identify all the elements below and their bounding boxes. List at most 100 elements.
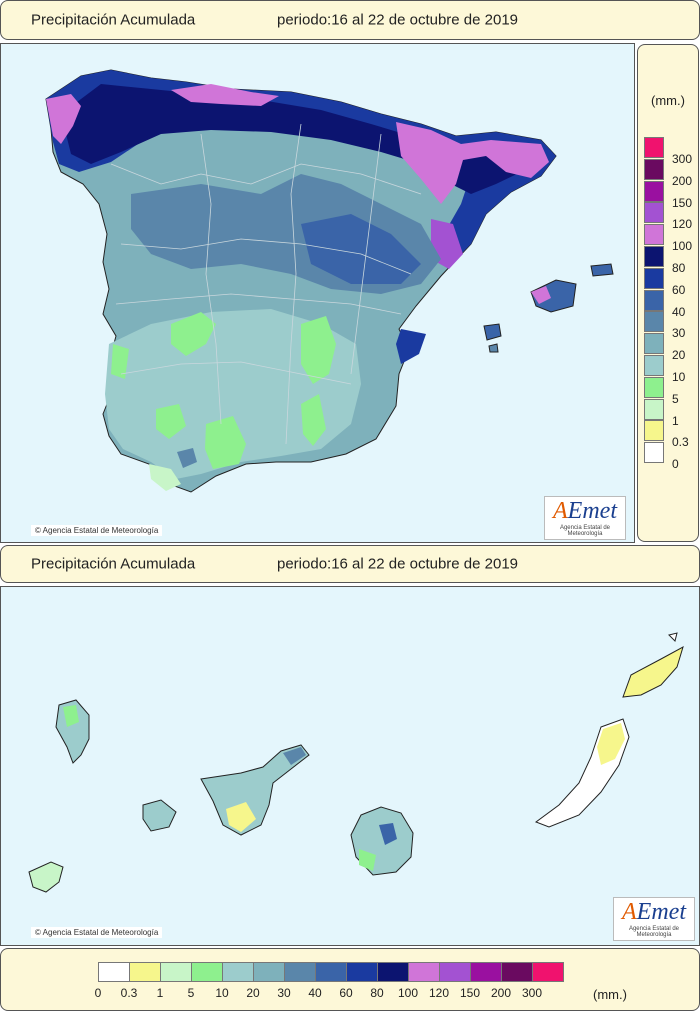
canary-islands-map: © Agencia Estatal de Meteorología AEmet … — [0, 586, 700, 946]
legend-label: 120 — [672, 217, 693, 232]
aemet-logo-mark: AEmet — [553, 498, 617, 524]
agency-credit: © Agencia Estatal de Meteorología — [31, 525, 163, 536]
interior-blue-2 — [301, 214, 421, 284]
vertical-legend: (mm.) 300 200 150 120 100 80 60 40 30 20 10 5 1 0.3 0 — [637, 44, 699, 542]
legend-label: 1 — [156, 986, 164, 1000]
fuerteventura-yellow — [597, 723, 625, 765]
agency-credit: © Agencia Estatal de Meteorología — [31, 927, 163, 938]
legend-label: 0.3 — [120, 986, 138, 1000]
legend-swatch — [532, 962, 564, 982]
legend-label: 80 — [370, 986, 384, 1000]
legend-swatch — [284, 962, 316, 982]
legend-label: 0 — [94, 986, 102, 1000]
aemet-logo-mark: AEmet — [622, 899, 686, 925]
legend-label: 5 — [187, 986, 195, 1000]
south-dark-spot — [177, 448, 197, 468]
legend-swatch — [129, 962, 161, 982]
legend-swatch — [346, 962, 378, 982]
province-boundaries — [110, 123, 422, 445]
legend-label: 80 — [672, 261, 686, 275]
legend-swatch — [644, 158, 664, 180]
legend-label: 40 — [672, 304, 686, 319]
legend-swatch — [644, 442, 664, 464]
green-patch-3 — [111, 344, 129, 379]
legend-label: 0 — [672, 457, 679, 472]
legend-label: 0.3 — [672, 435, 689, 450]
map-title: Precipitación Acumulada — [31, 555, 196, 573]
la-palma-island — [55, 699, 90, 764]
green-patch-7 — [149, 464, 181, 491]
legend-label: 200 — [672, 173, 693, 188]
legend-swatch — [644, 311, 664, 333]
formentera-island — [488, 343, 499, 353]
green-patch-5 — [205, 416, 246, 469]
tenerife-yellow — [226, 802, 256, 832]
legend-swatch — [644, 180, 664, 202]
menorca-island — [590, 263, 614, 277]
peninsula-map-svg — [45, 69, 614, 493]
el-hierro-island — [28, 861, 64, 893]
valencia-blue — [396, 329, 426, 364]
legend-label: 30 — [672, 326, 686, 341]
legend-swatch — [315, 962, 347, 982]
legend-label: 120 — [428, 986, 450, 1000]
legend-swatch — [644, 420, 664, 442]
legend-label: 300 — [521, 986, 543, 1000]
period-label: periodo:16 al 22 de octubre de 2019 — [277, 11, 519, 29]
legend-label: 30 — [277, 986, 291, 1000]
legend-swatch — [644, 355, 664, 376]
legend-label: 1 — [672, 413, 679, 428]
legend-label: 60 — [339, 986, 353, 1000]
mallorca-magenta — [531, 286, 551, 304]
tenerife-blue — [283, 747, 306, 765]
legend-swatch — [644, 398, 664, 420]
cantabria-magenta — [171, 84, 279, 106]
legend-swatch — [501, 962, 533, 982]
header-mid: Precipitación Acumulada periodo:16 al 22… — [0, 545, 700, 583]
green-patch-6 — [156, 404, 186, 439]
aemet-logo: AEmet Agencia Estatal de Meteorología — [613, 897, 695, 941]
legend-swatch — [160, 962, 192, 982]
legend-swatch — [439, 962, 471, 982]
pyrenees-magenta — [396, 122, 549, 204]
galicia-magenta — [46, 94, 81, 144]
legend-swatch — [470, 962, 502, 982]
peninsula-map: © Agencia Estatal de Meteorología AEmet … — [0, 43, 635, 543]
ibiza-island — [483, 323, 502, 341]
la-palma-green — [63, 705, 79, 727]
legend-label: 150 — [672, 195, 693, 210]
legend-swatch — [191, 962, 223, 982]
green-patch-1 — [171, 312, 216, 356]
legend-swatch — [644, 202, 664, 224]
map-title: Precipitación Acumulada — [31, 11, 196, 29]
period-label: periodo:16 al 22 de octubre de 2019 — [277, 555, 519, 573]
legend-label: 200 — [490, 986, 512, 1000]
legend-label: 60 — [672, 282, 686, 297]
legend-unit: (mm.) — [651, 93, 685, 108]
legend-swatch — [408, 962, 440, 982]
legend-label: 40 — [308, 986, 322, 1000]
legend-label: 100 — [397, 986, 419, 1000]
legend-swatch — [644, 333, 664, 355]
legend-label: 10 — [672, 370, 686, 384]
legend-swatch — [644, 246, 664, 267]
gran-canaria-green — [359, 849, 376, 871]
legend-swatch — [253, 962, 285, 982]
legend-label: 10 — [215, 986, 229, 1000]
legend-label: 20 — [246, 986, 260, 1000]
green-patch-4 — [301, 394, 326, 446]
legend-label: 100 — [672, 239, 693, 254]
graciosa-island — [668, 632, 678, 642]
legend-swatch — [644, 289, 664, 311]
legend-swatch — [644, 224, 664, 246]
legend-swatch — [644, 376, 664, 398]
la-gomera-island — [142, 799, 177, 832]
header-top: Precipitación Acumulada periodo:16 al 22… — [0, 0, 700, 40]
aemet-logo-subtitle: Agencia Estatal de Meteorología — [628, 926, 680, 938]
north-heavy-inner — [61, 84, 536, 194]
lanzarote-island — [622, 645, 684, 698]
legend-swatch — [644, 267, 664, 289]
legend-swatch — [222, 962, 254, 982]
legend-swatch — [98, 962, 130, 982]
green-patch-2 — [301, 316, 336, 384]
